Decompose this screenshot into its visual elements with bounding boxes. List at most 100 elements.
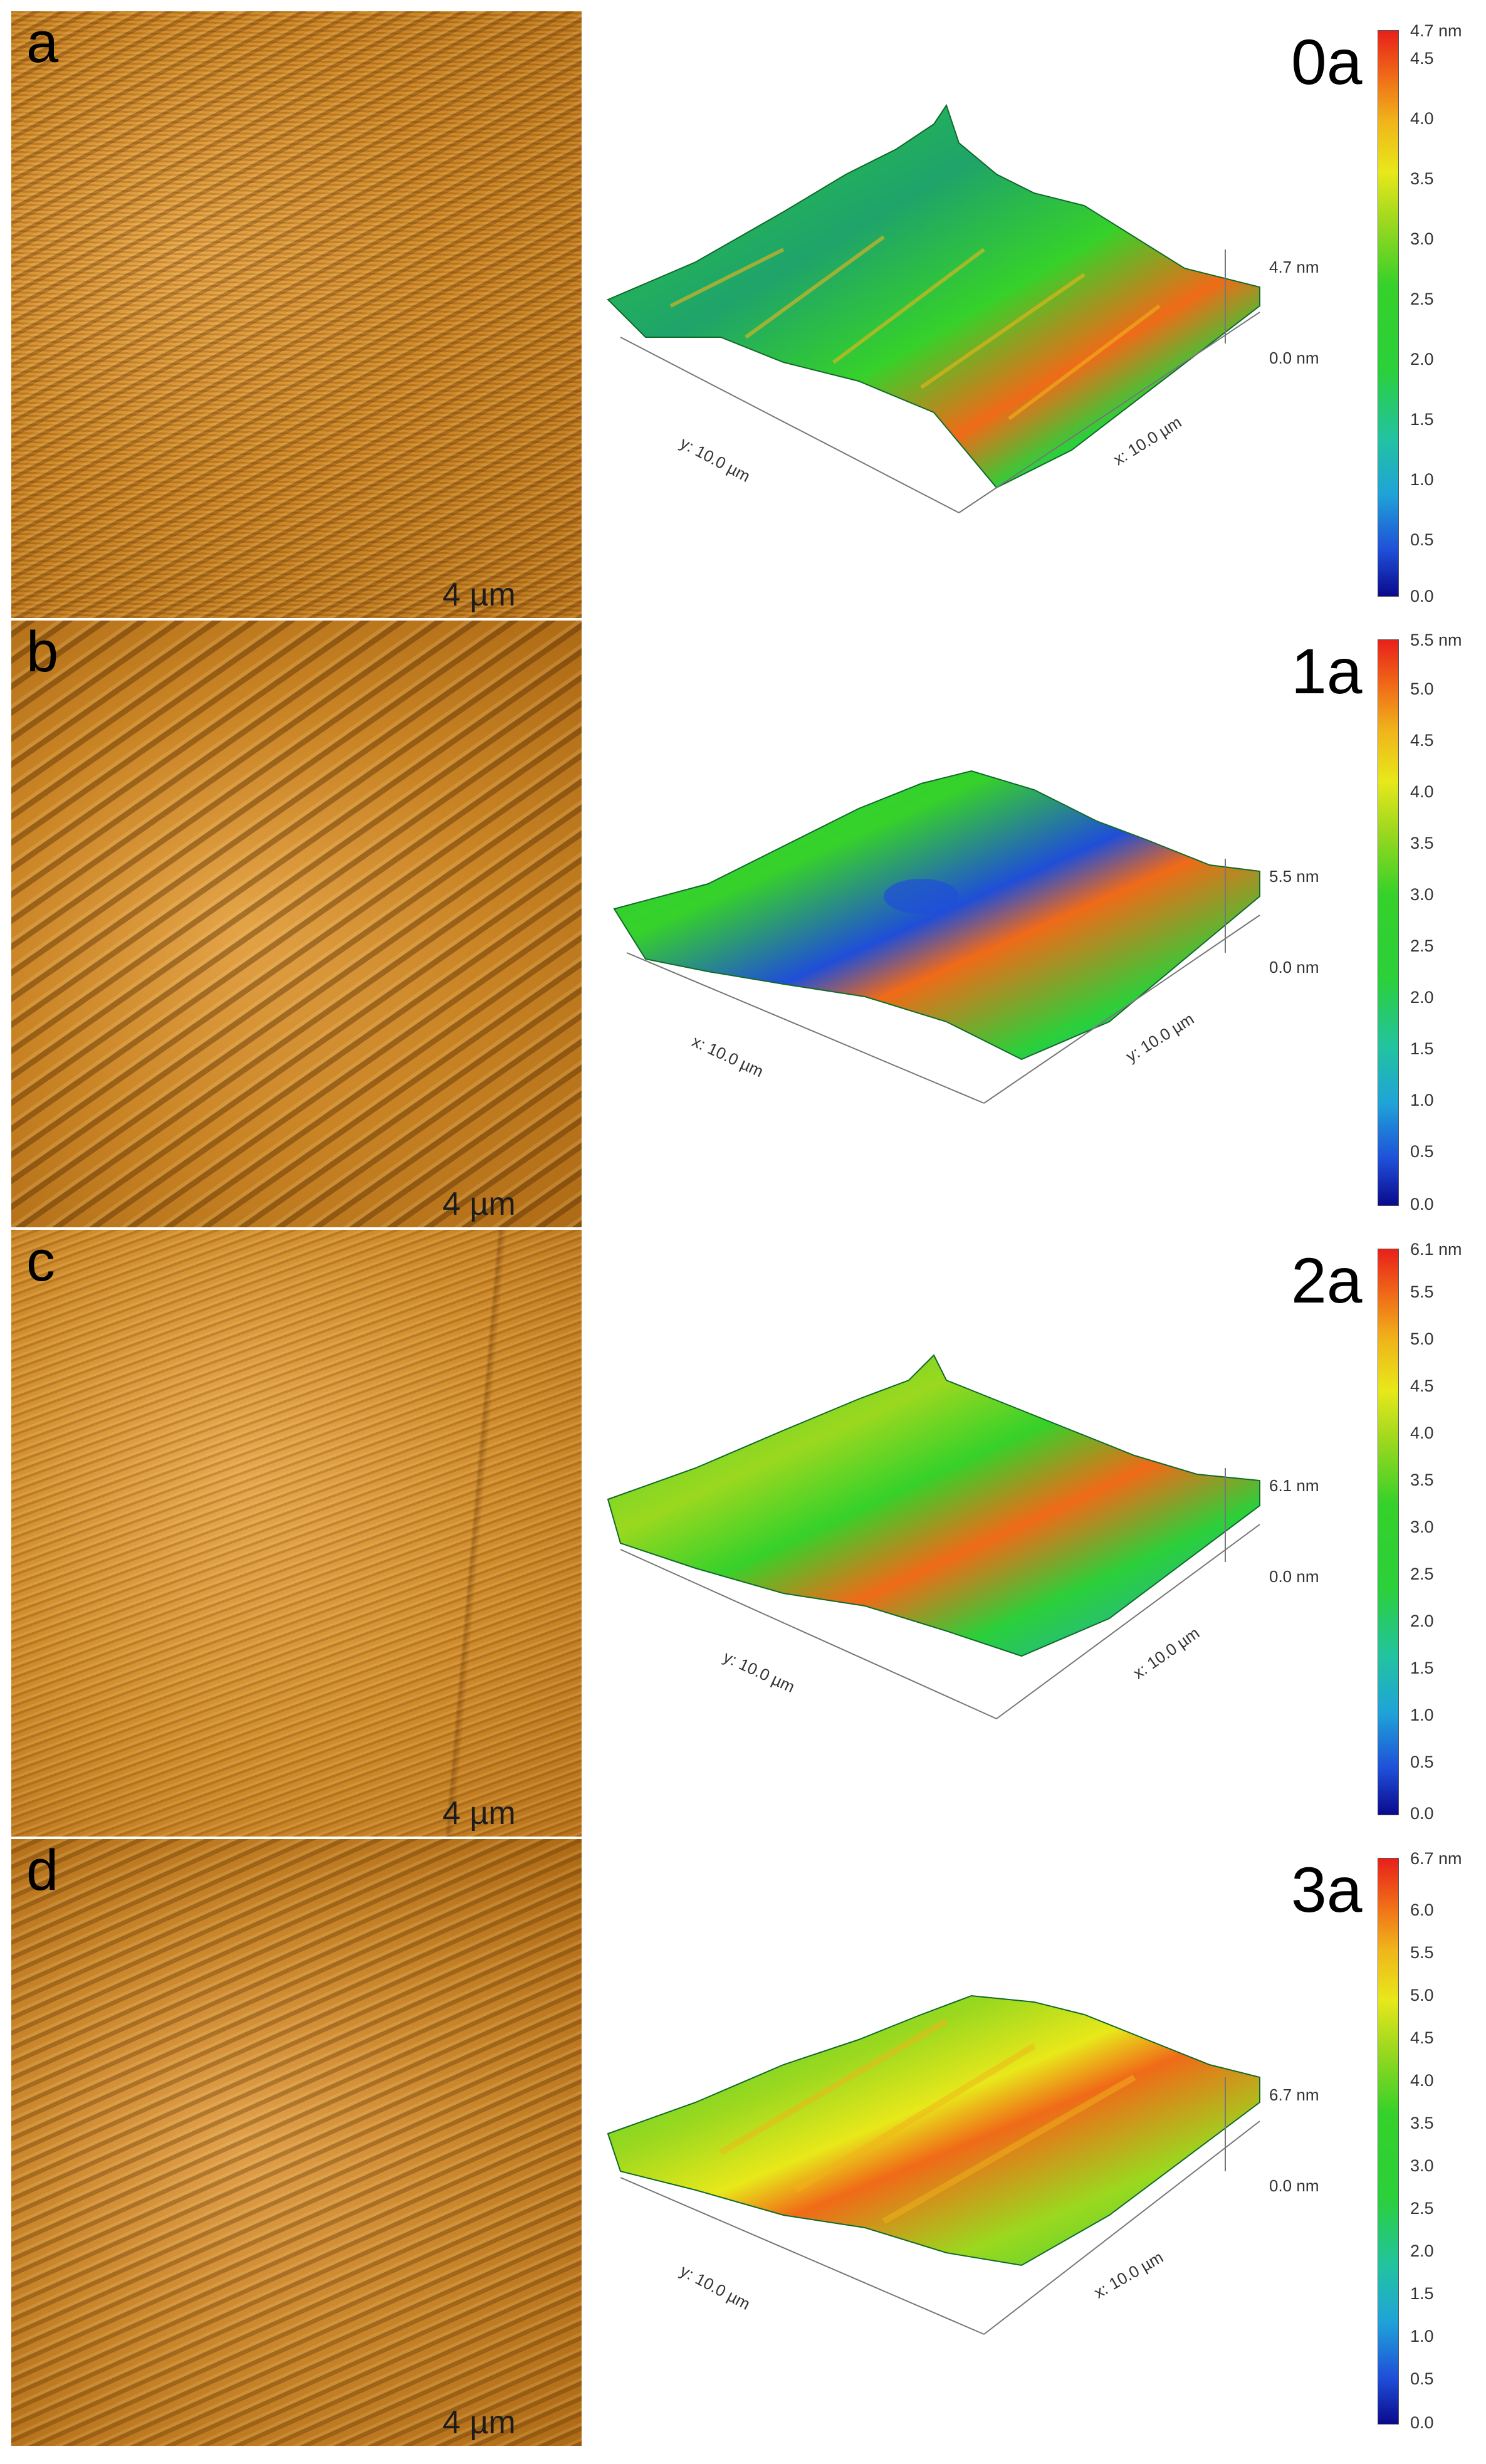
base-edge-right [983, 2121, 1260, 2335]
colorbar-tick-label: 0.5 [1410, 2369, 1434, 2388]
surface-shape [613, 770, 1260, 1061]
colorbar-tick-label: 2.5 [1410, 936, 1434, 955]
figure-row-a: a 4 µm y: 10.0 µm x: 10.0 µm 4.7 nm 0.0 … [0, 11, 1486, 618]
colorbar-tick-label: 1.0 [1410, 470, 1434, 489]
afm-amplitude-image: b 4 µm [11, 621, 582, 1227]
base-edge-right [996, 1524, 1260, 1719]
panel-letter: b [26, 621, 59, 684]
surface-ridges [719, 2018, 1136, 2225]
surface-pit [884, 879, 959, 914]
height-map-3d [613, 770, 1260, 1104]
figure-row-d: d 4 µm y: 10.0 µm x: 10.0 µm 6.7 nm 0.0 … [0, 1839, 1486, 2446]
colorbar-tick-label: 4.0 [1410, 1423, 1434, 1442]
sample-label: 2a [1291, 1245, 1363, 1316]
panel-letter: d [26, 1839, 59, 1902]
scale-label: 4 µm [442, 577, 516, 613]
colorbar-tick-label: 2.0 [1410, 2241, 1434, 2260]
figure-row-c: c 4 µm y: 10.0 µm x: 10.0 µm 6.1 nm 0.0 … [0, 1230, 1486, 1837]
z-axis-top-label: 6.1 nm [1269, 1476, 1319, 1495]
z-axis-bottom-label: 0.0 nm [1269, 2176, 1319, 2195]
colorbar-tick-label: 5.0 [1410, 1329, 1434, 1348]
base-edge-right [983, 915, 1260, 1104]
colorbar-tick-label: 0.5 [1410, 530, 1434, 549]
z-axis-top-label: 4.7 nm [1269, 258, 1319, 276]
colorbar-tick-label: 4.5 [1410, 49, 1434, 68]
colorbar-max-label: 6.7 nm [1410, 1849, 1462, 1868]
z-axis-bottom-label: 0.0 nm [1269, 349, 1319, 367]
z-axis-top-label: 5.5 nm [1269, 867, 1319, 886]
z-axis-bottom-label: 0.0 nm [1269, 958, 1319, 977]
z-axis-bottom-label: 0.0 nm [1269, 1567, 1319, 1586]
colorbar-tick-label: 6.0 [1410, 1900, 1434, 1919]
colorbar-tick-label: 3.0 [1410, 2156, 1434, 2175]
afm-amplitude-image: d 4 µm [11, 1839, 582, 2446]
colorbar-tick-label: 2.5 [1410, 2199, 1434, 2218]
height-colorbar [1378, 1858, 1399, 2425]
base-edge-right [958, 312, 1260, 513]
colorbar-max-label: 4.7 nm [1410, 21, 1462, 40]
base-edge-left [620, 1549, 997, 1719]
surface-shape [607, 1995, 1260, 2267]
colorbar-tick-label: 2.5 [1410, 1565, 1434, 1583]
colorbar-tick-label: 5.0 [1410, 1986, 1434, 2005]
colorbar-tick-label: 1.5 [1410, 2284, 1434, 2303]
colorbar-tick-label: 5.0 [1410, 679, 1434, 698]
surface-shape [607, 1354, 1260, 1657]
colorbar-tick-label: 5.5 [1410, 1943, 1434, 1962]
colorbar-tick-label: 3.5 [1410, 1471, 1434, 1489]
colorbar-tick-label: 0.5 [1410, 1142, 1434, 1161]
panel-letter: a [26, 11, 59, 75]
afm-amplitude-image: c 4 µm [11, 1230, 582, 1837]
height-colorbar [1378, 30, 1399, 597]
colorbar-tick-label: 0.0 [1410, 587, 1434, 606]
surface-shape [607, 103, 1260, 489]
colorbar-tick-label: 1.5 [1410, 1039, 1434, 1058]
afm-amplitude-image: a 4 µm [11, 11, 582, 618]
colorbar-tick-label: 0.5 [1410, 1753, 1434, 1771]
colorbar-tick-label: 5.5 [1410, 1282, 1434, 1301]
colorbar-tick-label: 2.5 [1410, 290, 1434, 308]
base-edge-left [626, 952, 985, 1104]
z-axis-top-label: 6.7 nm [1269, 2085, 1319, 2104]
colorbar-tick-label: 0.0 [1410, 2413, 1434, 2432]
colorbar-tick-label: 1.5 [1410, 1659, 1434, 1677]
colorbar-tick-label: 3.5 [1410, 2114, 1434, 2132]
scale-label: 4 µm [442, 2404, 516, 2441]
colorbar-tick-label: 4.0 [1410, 782, 1434, 801]
base-edge-left [620, 2177, 985, 2335]
colorbar-tick-label: 4.0 [1410, 2071, 1434, 2090]
colorbar-max-label: 5.5 nm [1410, 631, 1462, 649]
colorbar-tick-label: 2.0 [1410, 1612, 1434, 1630]
height-map-3d [607, 103, 1260, 513]
sample-label: 1a [1291, 636, 1363, 707]
colorbar-tick-label: 1.5 [1410, 410, 1434, 429]
colorbar-tick-label: 3.0 [1410, 229, 1434, 248]
height-colorbar [1378, 639, 1399, 1206]
scale-label: 4 µm [442, 1795, 516, 1832]
colorbar-tick-label: 0.0 [1410, 1804, 1434, 1823]
colorbar-tick-label: 3.0 [1410, 885, 1434, 904]
figure-row-b: b 4 µm x: 10.0 µm y: 10.0 µm 5.5 nm 0.0 … [0, 621, 1486, 1227]
colorbar-tick-label: 4.0 [1410, 109, 1434, 128]
sample-label: 0a [1291, 26, 1363, 98]
colorbar-tick-label: 1.0 [1410, 2327, 1434, 2346]
colorbar-tick-label: 3.5 [1410, 169, 1434, 188]
colorbar-tick-label: 1.0 [1410, 1091, 1434, 1109]
colorbar-tick-label: 4.5 [1410, 1376, 1434, 1395]
colorbar-tick-label: 2.0 [1410, 350, 1434, 369]
panel-letter: c [26, 1230, 55, 1293]
height-colorbar [1378, 1249, 1399, 1815]
colorbar-tick-label: 0.0 [1410, 1195, 1434, 1214]
surface-ridges [669, 235, 1161, 421]
colorbar-tick-label: 1.0 [1410, 1706, 1434, 1724]
colorbar-tick-label: 2.0 [1410, 988, 1434, 1007]
height-map-3d [607, 1354, 1260, 1719]
height-map-3d [607, 1995, 1260, 2335]
scale-label: 4 µm [442, 1186, 516, 1222]
colorbar-tick-label: 3.0 [1410, 1518, 1434, 1536]
colorbar-tick-label: 4.5 [1410, 2028, 1434, 2047]
colorbar-max-label: 6.1 nm [1410, 1240, 1462, 1259]
colorbar-tick-label: 4.5 [1410, 731, 1434, 750]
surface-texture [11, 11, 582, 618]
colorbar-tick-label: 3.5 [1410, 834, 1434, 852]
